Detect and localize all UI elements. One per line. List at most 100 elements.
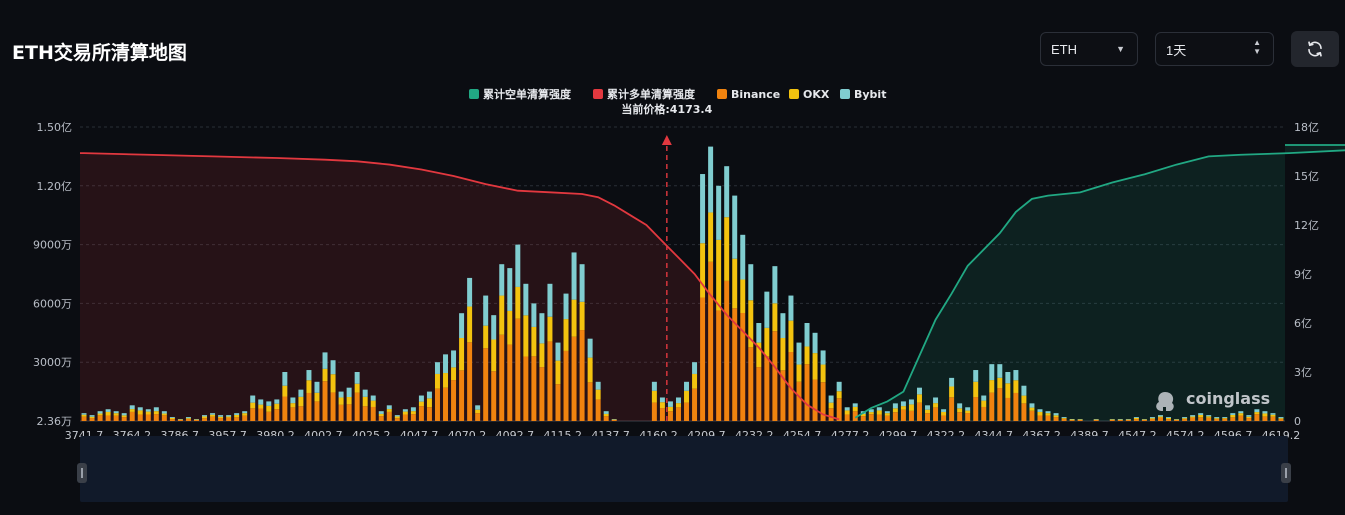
bar-stack [804,323,810,421]
bybit-bar [876,407,882,411]
okx-bar [298,396,304,407]
bar-stack [282,372,288,421]
bar-stack [410,407,416,421]
y-right-tick-label: 6亿 [1294,317,1312,330]
okx-bar [153,411,159,415]
bar-stack [949,377,955,421]
bar-stack [1045,411,1051,421]
zoom-slider-left-handle[interactable] [77,463,87,483]
okx-bar [426,398,432,408]
bybit-bar [884,411,890,414]
bar-stack [97,411,103,421]
okx-bar [274,403,280,410]
bar-stack [1069,419,1075,421]
binance-bar [226,417,232,421]
binance-bar [700,297,706,421]
y-left-tick-label: 9000万 [33,239,72,252]
bybit-bar [483,295,489,326]
bybit-bar [1246,415,1252,417]
okx-bar [740,279,746,314]
okx-bar [250,402,256,409]
okx-bar [1262,413,1268,417]
okx-bar [121,415,127,418]
okx-bar [579,301,585,331]
binance-bar [603,416,609,421]
bybit-bar [868,409,874,413]
bar-stack [852,403,858,421]
legend-label: OKX [803,88,830,101]
okx-bar [354,383,360,393]
binance-bar [459,370,465,421]
bar-stack [1262,411,1268,421]
binance-bar [708,261,714,421]
y-right-tick-label: 0 [1294,415,1301,428]
okx-bar [1053,415,1059,418]
zoom-slider-right-handle[interactable] [1281,463,1291,483]
bar-stack [1125,419,1131,421]
okx-bar [1166,417,1172,420]
bybit-bar [113,411,119,414]
y-left-tick-label: 1.50亿 [37,121,73,134]
binance-bar [523,356,529,421]
symbol-select[interactable]: ETH ▼ [1040,32,1138,66]
binance-bar [483,348,489,421]
binance-bar [129,411,135,421]
bybit-bar [949,377,955,387]
bybit-bar [595,381,601,390]
okx-bar [531,326,537,357]
bybit-bar [185,417,191,419]
binance-bar [1206,417,1212,421]
binance-bar [973,397,979,421]
okx-bar [820,364,826,383]
binance-bar [796,381,802,421]
bybit-bar [97,411,103,414]
okx-bar [523,315,529,357]
binance-bar [1005,397,1011,421]
bybit-bar [587,338,593,358]
okx-bar [1037,411,1043,416]
bybit-bar [1166,417,1172,418]
okx-bar [892,408,898,413]
okx-bar [675,403,681,408]
bar-stack [210,413,216,421]
okx-bar [242,413,248,416]
okx-bar [587,357,593,383]
bybit-bar [81,413,87,415]
page-title: ETH交易所清算地图 [12,42,187,64]
bar-stack [868,409,874,421]
bybit-bar [1222,417,1228,419]
bybit-bar [892,403,898,409]
bybit-bar [547,283,553,317]
bybit-bar [202,415,208,417]
y-left-tick-label: 3000万 [33,356,72,369]
binance-bar [1077,419,1083,421]
bar-stack [740,234,746,421]
bybit-bar [378,411,384,414]
bar-stack [370,395,376,421]
binance-bar [788,352,794,421]
bybit-bar [410,407,416,412]
zoom-slider-track[interactable] [80,436,1288,502]
period-select[interactable]: 1天 ▲ ▼ [1155,32,1274,66]
binance-bar [571,336,577,421]
refresh-button[interactable] [1291,31,1339,67]
symbol-select-value: ETH [1051,41,1077,57]
bybit-bar [780,313,786,338]
binance-bar [418,406,424,421]
binance-bar [362,406,368,421]
binance-bar [1037,415,1043,421]
bar-stack [499,264,505,421]
binance-bar [250,408,256,421]
bar-stack [378,411,384,421]
binance-bar [475,413,481,421]
binance-bar [900,409,906,421]
okx-bar [603,413,609,417]
bybit-bar [1045,411,1051,414]
bybit-bar [1013,370,1019,381]
bar-stack [523,283,529,421]
bar-stack [989,364,995,421]
bar-stack [1093,419,1099,421]
binance-bar [1238,415,1244,421]
binance-bar [1222,418,1228,421]
okx-bar [925,409,931,414]
